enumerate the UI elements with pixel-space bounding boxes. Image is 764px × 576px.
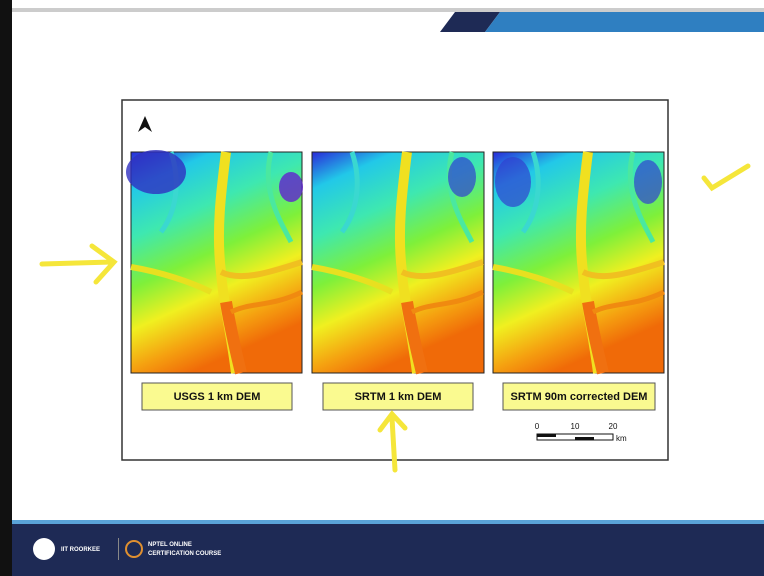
panel-label: USGS 1 km DEM <box>174 391 261 403</box>
logo <box>33 538 55 560</box>
panel-label: SRTM 1 km DEM <box>355 391 442 403</box>
slide: USGS 1 km DEM SRTM 1 km DEM SRTM 90m cor… <box>0 0 764 576</box>
scale-tick: 0 <box>535 422 540 431</box>
dem-map <box>126 150 303 373</box>
header-bar <box>485 12 764 32</box>
scale-unit: km <box>616 434 627 443</box>
footer-line <box>12 520 764 524</box>
panel-label: SRTM 90m corrected DEM <box>511 391 648 403</box>
scale-tick: 20 <box>609 422 618 431</box>
dem-map <box>493 152 664 373</box>
left-strip <box>0 0 12 576</box>
dem-map <box>312 152 484 373</box>
footer-course: NPTEL ONLINE <box>148 542 192 548</box>
scale-tick: 10 <box>571 422 580 431</box>
footer-divider <box>118 538 119 560</box>
top-line <box>12 8 764 12</box>
footer-course: CERTIFICATION COURSE <box>148 551 221 557</box>
footer-institute: IIT ROORKEE <box>61 547 100 553</box>
page: {"slide": { "panels": [ {"label": "USGS … <box>0 0 764 576</box>
footer <box>12 524 764 576</box>
